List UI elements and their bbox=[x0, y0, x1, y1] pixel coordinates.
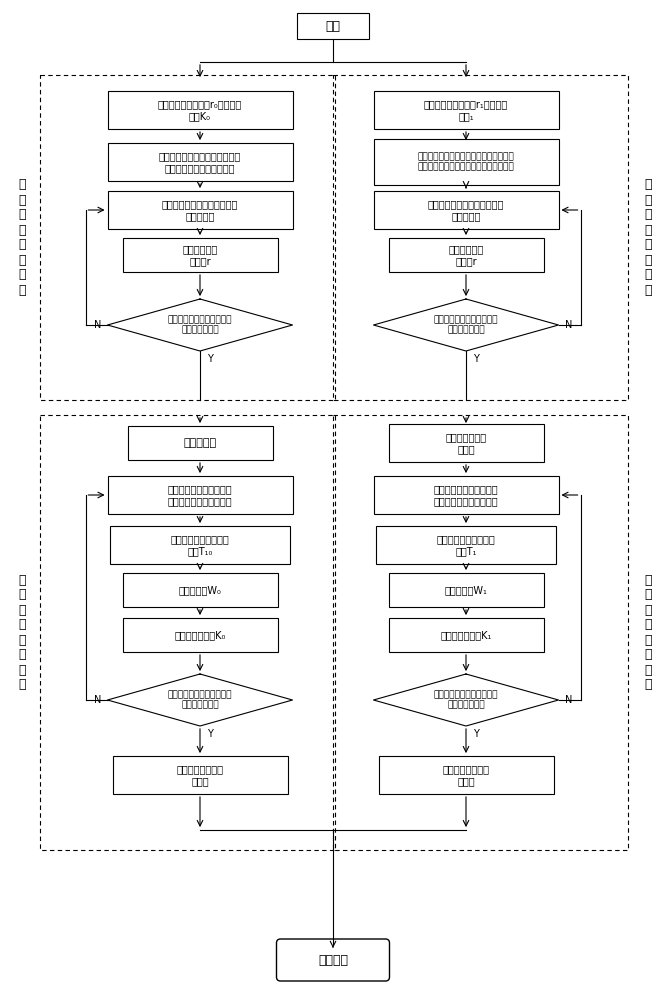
Text: 计算滑摩功W₁: 计算滑摩功W₁ bbox=[445, 585, 488, 595]
FancyBboxPatch shape bbox=[107, 91, 292, 129]
Text: N: N bbox=[94, 320, 101, 330]
Text: 闭
锁
转
矩
比
的
控
制: 闭 锁 转 矩 比 的 控 制 bbox=[644, 574, 652, 692]
Text: 判断实际滑差率与解锁目标
滑差率是否一致: 判断实际滑差率与解锁目标 滑差率是否一致 bbox=[168, 315, 232, 335]
FancyBboxPatch shape bbox=[107, 143, 292, 181]
FancyBboxPatch shape bbox=[107, 476, 292, 514]
Text: 增大小油泵的输
出油压: 增大小油泵的输 出油压 bbox=[446, 432, 487, 454]
Bar bbox=[40, 75, 335, 400]
Text: 解
锁
滑
差
率
的
控
制: 解 锁 滑 差 率 的 控 制 bbox=[18, 178, 26, 296]
Text: 大油泵开启: 大油泵开启 bbox=[183, 438, 216, 448]
FancyBboxPatch shape bbox=[388, 238, 543, 272]
Text: 实时检测液力变矩器输入
轴和输出轴的转速、转矩: 实时检测液力变矩器输入 轴和输出轴的转速、转矩 bbox=[434, 484, 498, 506]
Text: 闭锁离合器实现完
全闭锁: 闭锁离合器实现完 全闭锁 bbox=[442, 764, 490, 786]
FancyBboxPatch shape bbox=[110, 526, 290, 564]
Text: 闭锁离合器实现完
全解锁: 闭锁离合器实现完 全解锁 bbox=[176, 764, 224, 786]
Text: Y: Y bbox=[473, 729, 479, 739]
FancyBboxPatch shape bbox=[378, 756, 553, 794]
Text: N: N bbox=[94, 695, 101, 705]
Text: 判断实际转矩比与解锁目标
转矩比是否一致: 判断实际转矩比与解锁目标 转矩比是否一致 bbox=[168, 690, 232, 710]
FancyBboxPatch shape bbox=[113, 756, 288, 794]
Text: Y: Y bbox=[473, 354, 479, 364]
FancyBboxPatch shape bbox=[123, 573, 278, 607]
FancyBboxPatch shape bbox=[374, 139, 559, 185]
FancyBboxPatch shape bbox=[107, 191, 292, 229]
Text: 设定闭锁目标滑差率r₁和目标转
矩比₁: 设定闭锁目标滑差率r₁和目标转 矩比₁ bbox=[424, 99, 508, 121]
Text: N: N bbox=[565, 320, 572, 330]
Text: 程序结束: 程序结束 bbox=[318, 954, 348, 966]
Text: 闭
锁
滑
差
率
的
控
制: 闭 锁 滑 差 率 的 控 制 bbox=[644, 178, 652, 296]
FancyBboxPatch shape bbox=[123, 238, 278, 272]
FancyBboxPatch shape bbox=[123, 618, 278, 652]
FancyBboxPatch shape bbox=[376, 526, 556, 564]
Bar bbox=[333, 415, 628, 850]
Bar bbox=[333, 75, 628, 400]
Text: 实时计算实际
滑差率r: 实时计算实际 滑差率r bbox=[182, 244, 218, 266]
Text: 计算闭锁离合器传递的
力矩T₁: 计算闭锁离合器传递的 力矩T₁ bbox=[437, 534, 496, 556]
Text: 解
锁
转
矩
比
的
控
制: 解 锁 转 矩 比 的 控 制 bbox=[18, 574, 26, 692]
Text: 计算滑摩功W₀: 计算滑摩功W₀ bbox=[178, 585, 221, 595]
FancyBboxPatch shape bbox=[388, 573, 543, 607]
FancyBboxPatch shape bbox=[276, 939, 390, 981]
Text: Y: Y bbox=[207, 354, 213, 364]
Text: Y: Y bbox=[207, 729, 213, 739]
FancyBboxPatch shape bbox=[374, 476, 559, 514]
Text: 实时检测液力变矩器输入轴和
输出轴转速: 实时检测液力变矩器输入轴和 输出轴转速 bbox=[162, 199, 238, 221]
Bar bbox=[40, 415, 335, 850]
FancyBboxPatch shape bbox=[374, 191, 559, 229]
Text: 实时检测液力变矩器输入轴和
输出轴转速: 实时检测液力变矩器输入轴和 输出轴转速 bbox=[428, 199, 504, 221]
FancyBboxPatch shape bbox=[388, 424, 543, 462]
Text: 实时计算实际
滑差率r: 实时计算实际 滑差率r bbox=[448, 244, 484, 266]
Text: 开始: 开始 bbox=[326, 19, 340, 32]
Text: 计算实际转矩比K₁: 计算实际转矩比K₁ bbox=[440, 630, 492, 640]
Text: 计算闭锁离合器传递的
力矩T₁₀: 计算闭锁离合器传递的 力矩T₁₀ bbox=[170, 534, 229, 556]
Text: N: N bbox=[565, 695, 572, 705]
FancyBboxPatch shape bbox=[297, 13, 369, 39]
FancyBboxPatch shape bbox=[127, 426, 272, 460]
Text: 判断实际滑差率与闭锁目标
滑差率是否一致: 判断实际滑差率与闭锁目标 滑差率是否一致 bbox=[434, 315, 498, 335]
FancyBboxPatch shape bbox=[374, 91, 559, 129]
Text: 判断实际转矩比与闭锁目标
转矩比是否一致: 判断实际转矩比与闭锁目标 转矩比是否一致 bbox=[434, 690, 498, 710]
Text: 小油泵启动，电子控制单元控制
三位四通换向阀在右位工作: 小油泵启动，电子控制单元控制 三位四通换向阀在右位工作 bbox=[159, 151, 241, 173]
Text: 设定解锁目标滑差率r₀和目标转
矩比K₀: 设定解锁目标滑差率r₀和目标转 矩比K₀ bbox=[158, 99, 242, 121]
Text: 关闭大油泵，保持小油泵开启，同时电子
控制单元控制三位四通换向阀工作在左位: 关闭大油泵，保持小油泵开启，同时电子 控制单元控制三位四通换向阀工作在左位 bbox=[418, 152, 514, 172]
FancyBboxPatch shape bbox=[388, 618, 543, 652]
Text: 实时检测液力变矩器输入
轴和输出轴的转速、转矩: 实时检测液力变矩器输入 轴和输出轴的转速、转矩 bbox=[168, 484, 232, 506]
Text: 计算实际转矩比K₀: 计算实际转矩比K₀ bbox=[174, 630, 226, 640]
